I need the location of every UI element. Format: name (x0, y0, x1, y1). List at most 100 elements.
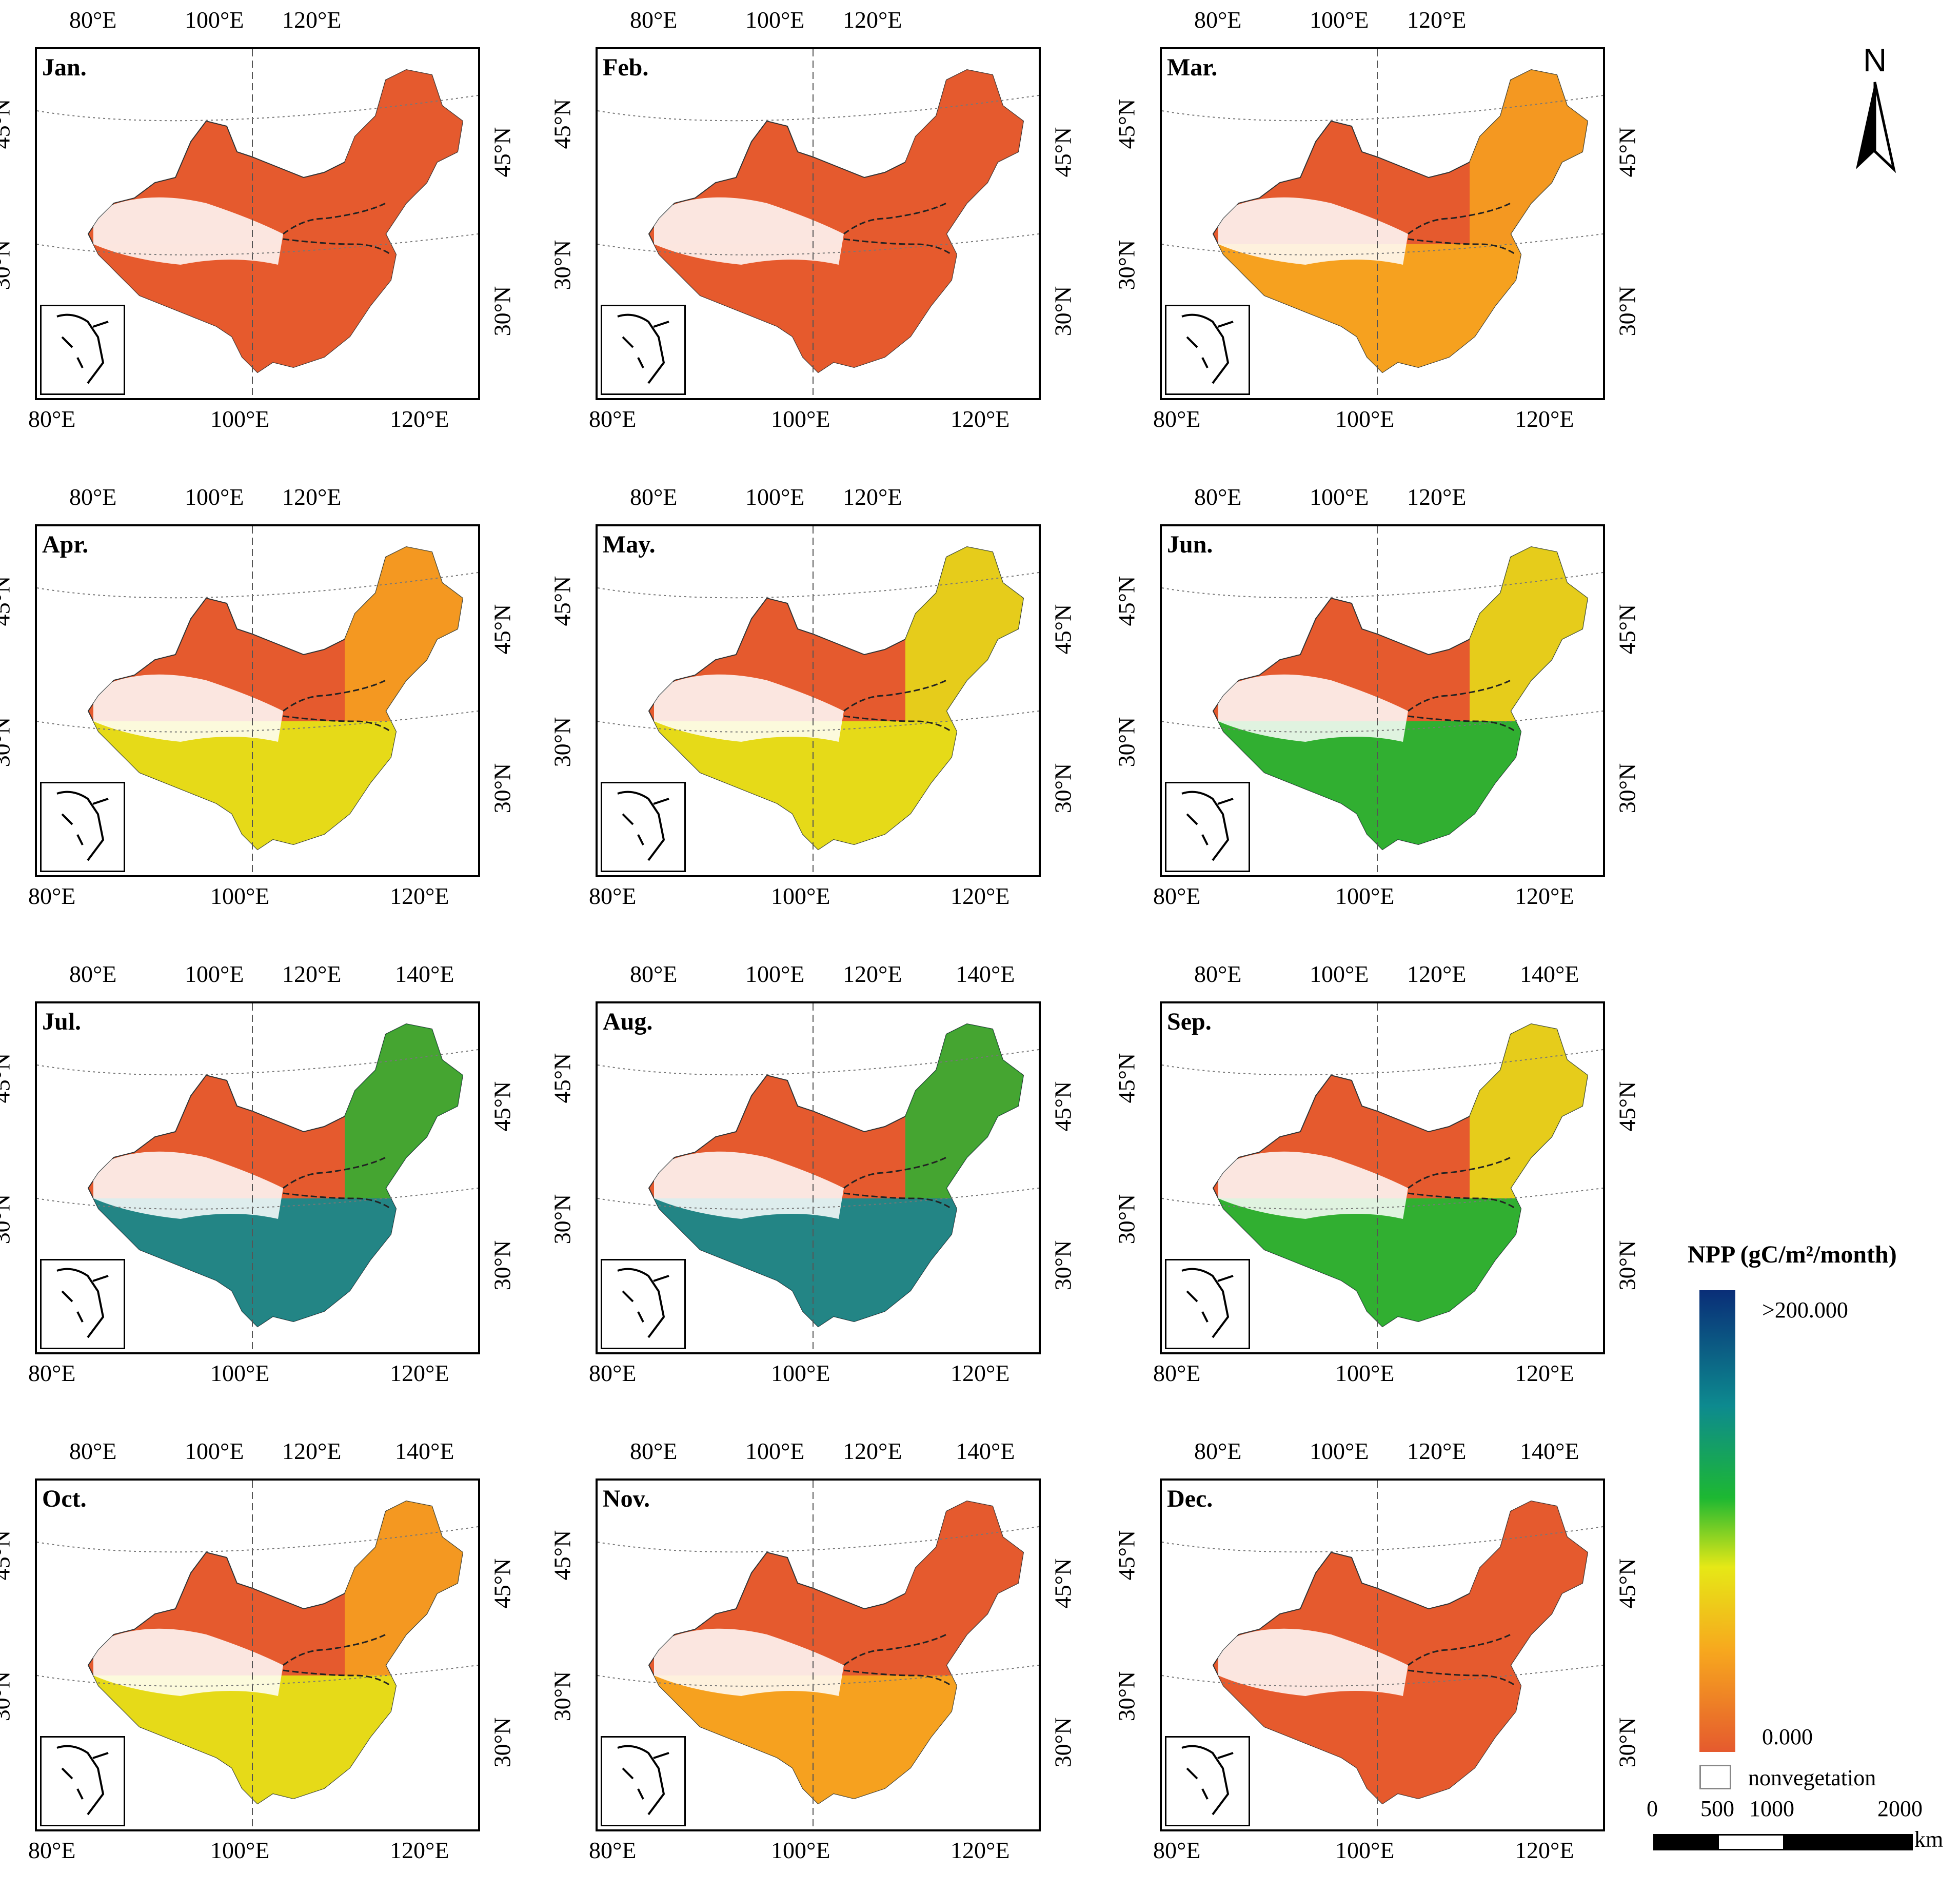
right-latitude-tick: 30°N (489, 1717, 516, 1768)
scale-label-1000: 1000 (1749, 1796, 1794, 1821)
parallel-line (598, 1188, 1039, 1210)
region-boundary (283, 202, 386, 235)
left-latitude-tick: 45°N (549, 1530, 576, 1581)
left-latitude-tick: 45°N (549, 1053, 576, 1103)
right-latitude-tick: 30°N (1614, 763, 1640, 814)
npp-map (37, 49, 478, 398)
parallel-line (598, 711, 1039, 733)
region-boundary (283, 715, 391, 733)
parallel-line (37, 1665, 478, 1687)
south-china-sea-inset (1165, 782, 1250, 872)
northeast-region-fill (345, 1501, 463, 1675)
left-latitude-tick: 45°N (549, 576, 576, 626)
npp-map (1162, 526, 1603, 875)
top-longitude-tick: 120°E (843, 7, 902, 33)
map-frame: Mar. (1160, 47, 1605, 400)
parallel-line (37, 1049, 478, 1076)
northeast-region-fill (905, 1024, 1023, 1198)
map-frame: Jun. (1160, 524, 1605, 877)
northeast-region-fill (1470, 1501, 1588, 1675)
parallel-line (1162, 572, 1603, 599)
scale-segment (1783, 1836, 1911, 1849)
region-boundary (1408, 1633, 1511, 1666)
bottom-longitude-tick: 100°E (1335, 1360, 1395, 1386)
top-longitude-tick: 140°E (395, 1438, 454, 1464)
month-label: Apr. (42, 531, 89, 558)
month-label: Jan. (42, 54, 87, 81)
map-panel-2: Feb. 80°E 100°E 120°E 80°E 100°E 120°E 45°N 30°N… (549, 0, 1104, 462)
top-longitude-tick: 100°E (745, 961, 805, 987)
region-boundary (843, 1156, 947, 1189)
northeast-region-fill (1470, 70, 1588, 244)
right-latitude-tick: 30°N (1050, 286, 1076, 337)
parallel-line (1162, 233, 1603, 255)
region-boundary (283, 1669, 391, 1687)
parallel-line (1162, 1188, 1603, 1210)
right-latitude-tick: 45°N (1614, 1081, 1640, 1132)
right-latitude-tick: 30°N (1050, 1717, 1076, 1768)
map-frame: Sep. (1160, 1001, 1605, 1354)
region-boundary (283, 238, 391, 255)
top-longitude-tick: 100°E (1310, 484, 1369, 510)
bottom-longitude-tick: 120°E (1515, 1360, 1574, 1386)
month-label: Mar. (1167, 54, 1218, 81)
northeast-region-fill (1470, 1024, 1588, 1198)
bottom-longitude-tick: 80°E (589, 1360, 637, 1386)
right-latitude-tick: 30°N (1050, 763, 1076, 814)
bottom-longitude-tick: 100°E (1335, 406, 1395, 432)
map-panel-10: Oct. 80°E 100°E 120°E 140°E 80°E 100°E 120°E 45°… (0, 1431, 544, 1893)
bottom-longitude-tick: 120°E (951, 883, 1010, 909)
scale-unit: km (1914, 1827, 1944, 1852)
top-longitude-tick: 120°E (843, 484, 902, 510)
scale-label-500: 500 (1700, 1796, 1734, 1821)
month-label: Oct. (42, 1485, 87, 1512)
legend-max-label: >200.000 (1762, 1297, 1848, 1323)
northeast-region-fill (345, 547, 463, 721)
map-frame: Jul. (35, 1001, 480, 1354)
top-longitude-tick: 140°E (956, 961, 1015, 987)
bottom-longitude-tick: 100°E (1335, 1837, 1395, 1863)
map-panel-1: Jan. 80°E 100°E 120°E 80°E 100°E 120°E 45°N 30°N… (0, 0, 544, 462)
bottom-longitude-tick: 120°E (951, 1360, 1010, 1386)
top-longitude-tick: 100°E (745, 484, 805, 510)
map-frame: Jan. (35, 47, 480, 400)
top-longitude-tick: 80°E (69, 961, 117, 987)
map-panel-4: Apr. 80°E 100°E 120°E 80°E 100°E 120°E 45°N 30°N… (0, 477, 544, 939)
region-boundary (843, 715, 952, 733)
left-latitude-tick: 45°N (0, 98, 15, 149)
month-label: May. (603, 531, 656, 558)
left-latitude-tick: 30°N (549, 1671, 576, 1722)
nonvegetation-area (654, 1151, 844, 1219)
top-longitude-tick: 120°E (1407, 7, 1467, 33)
month-label: Dec. (1167, 1485, 1213, 1512)
parallel-line (598, 1049, 1039, 1076)
top-longitude-tick: 100°E (745, 1438, 805, 1464)
parallel-line (1162, 1049, 1603, 1076)
top-longitude-tick: 100°E (1310, 1438, 1369, 1464)
top-longitude-tick: 80°E (1194, 7, 1242, 33)
npp-map (598, 1003, 1039, 1352)
bottom-longitude-tick: 120°E (390, 406, 449, 432)
right-latitude-tick: 45°N (1050, 1081, 1076, 1132)
top-longitude-tick: 120°E (282, 484, 342, 510)
left-latitude-tick: 30°N (1113, 1194, 1140, 1245)
bottom-longitude-tick: 120°E (1515, 883, 1574, 909)
map-frame: May. (596, 524, 1041, 877)
scale-label-0: 0 (1647, 1796, 1658, 1821)
map-frame: Dec. (1160, 1478, 1605, 1831)
top-longitude-tick: 80°E (630, 7, 678, 33)
nonvegetation-area (93, 197, 283, 265)
bottom-longitude-tick: 120°E (1515, 406, 1574, 432)
right-latitude-tick: 30°N (1050, 1240, 1076, 1291)
parallel-line (598, 572, 1039, 599)
map-panel-8: Aug. 80°E 100°E 120°E 140°E 80°E 100°E 120°E 45°… (549, 954, 1104, 1416)
bottom-longitude-tick: 120°E (390, 883, 449, 909)
region-boundary (843, 238, 952, 255)
npp-map (598, 1481, 1039, 1829)
top-longitude-tick: 140°E (1520, 1438, 1579, 1464)
right-latitude-tick: 30°N (1614, 1717, 1640, 1768)
bottom-longitude-tick: 80°E (28, 1360, 76, 1386)
bottom-longitude-tick: 100°E (771, 1837, 830, 1863)
bottom-longitude-tick: 120°E (951, 1837, 1010, 1863)
right-latitude-tick: 45°N (1614, 1558, 1640, 1609)
